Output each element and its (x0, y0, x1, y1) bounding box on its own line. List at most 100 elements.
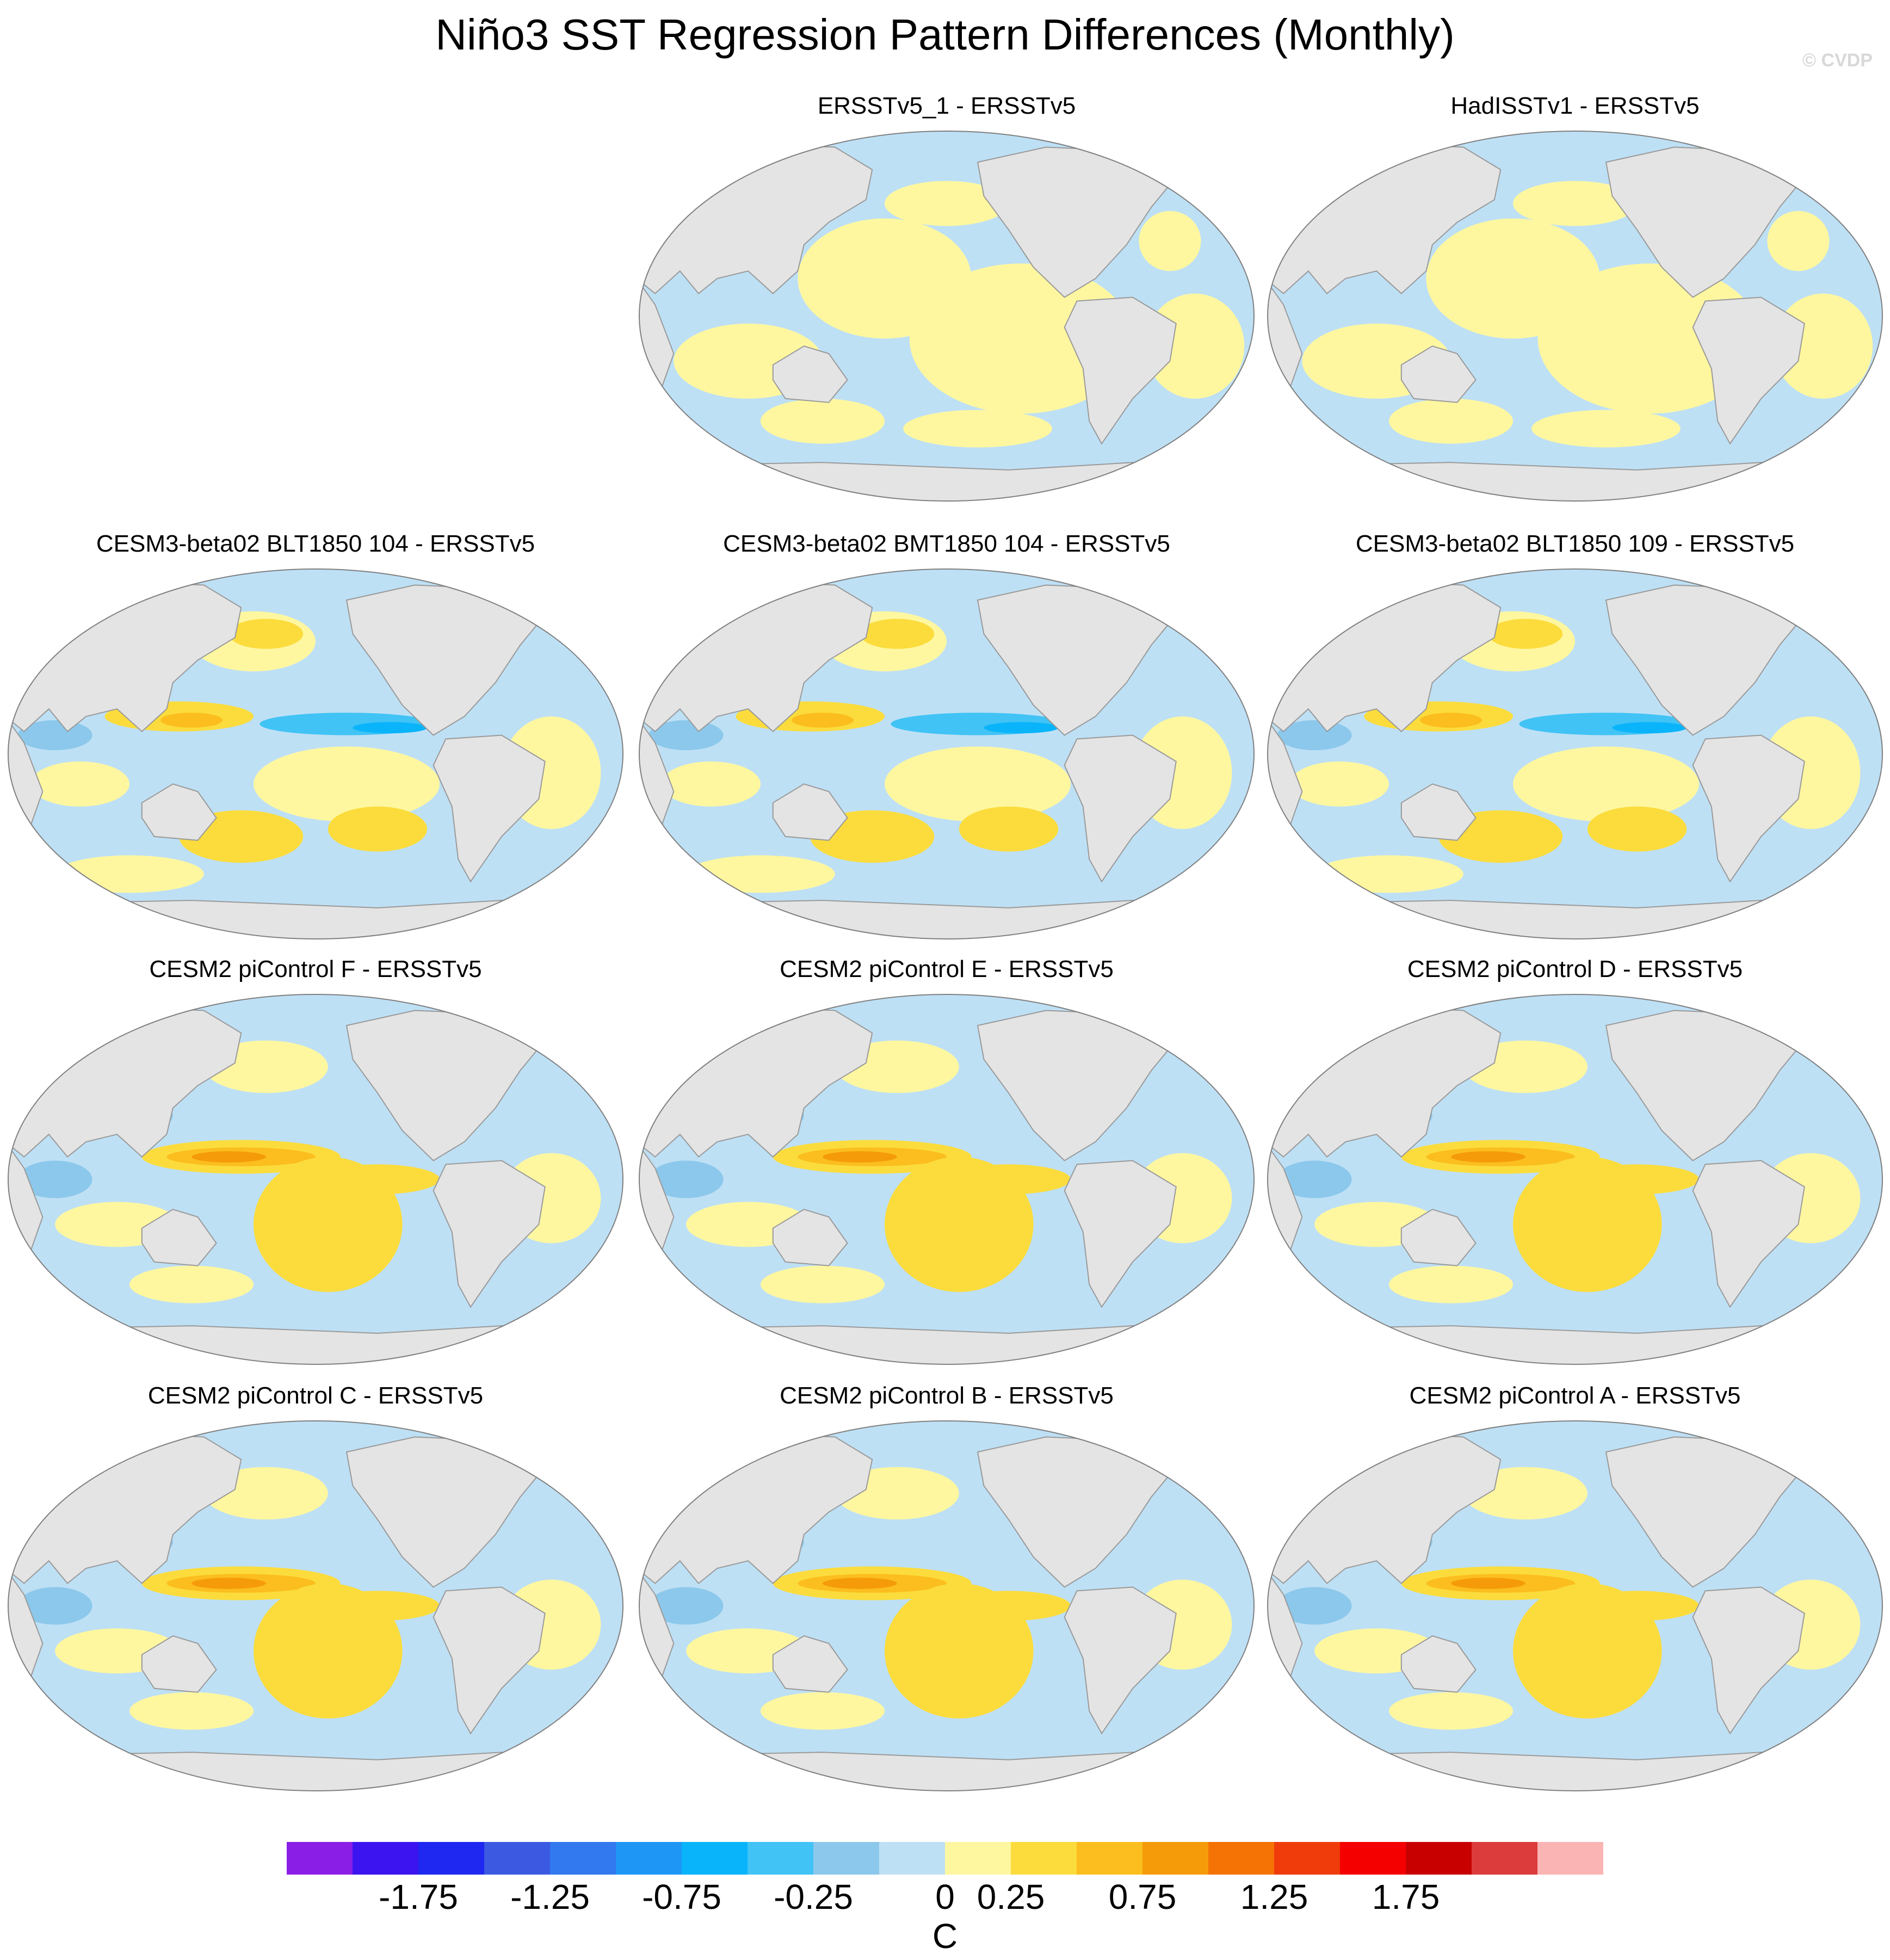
copyright-watermark: © CVDP (1802, 50, 1873, 71)
panel-title: HadISSTv1 - ERSSTv5 (1450, 92, 1700, 119)
map-border (1267, 131, 1883, 502)
land-south-america (1692, 734, 1805, 883)
sst-anomaly-patch (30, 761, 129, 807)
land-south-america (1692, 1586, 1805, 1735)
map-plot (639, 131, 1255, 502)
map-border (639, 568, 1255, 939)
land-antarctica (639, 1752, 1254, 1791)
map-plot (1267, 568, 1883, 939)
land-europe (1860, 1013, 1882, 1121)
colorbar-tick-label: 1.25 (1240, 1877, 1308, 1916)
land-europe (1231, 588, 1254, 696)
land-greenland (1157, 573, 1214, 620)
colorbar-swatch (418, 1842, 484, 1875)
sst-anomaly-patch (1488, 619, 1563, 649)
map-plot (639, 994, 1255, 1365)
land-australia (141, 1635, 217, 1693)
colorbar-swatch (1340, 1842, 1406, 1875)
map-content (639, 131, 1254, 501)
colorbar-swatch (1537, 1842, 1603, 1875)
sst-anomaly-patch (885, 181, 1009, 226)
colorbar-units: C (932, 1916, 958, 1956)
map-border (8, 994, 623, 1365)
sst-anomaly-patch (228, 619, 304, 649)
sst-anomaly-patch (129, 1692, 254, 1730)
map-panel-1: HadISSTv1 - ERSSTv5 (1265, 92, 1885, 506)
panel-title: CESM3-beta02 BMT1850 104 - ERSSTv5 (723, 530, 1170, 557)
sst-anomaly-patch (984, 722, 1059, 734)
map-content (1268, 131, 1882, 501)
colorbar-swatch (945, 1842, 1011, 1875)
land-greenland (1785, 1425, 1843, 1471)
panel-title: CESM2 piControl F - ERSSTv5 (149, 956, 482, 982)
land-australia (1400, 1635, 1477, 1693)
colorbar-tick-label: 0.75 (1108, 1877, 1177, 1916)
land-australia (141, 783, 217, 841)
map-border (1267, 568, 1883, 939)
land-south-america (1064, 734, 1177, 883)
land-antarctica (639, 1325, 1254, 1364)
colorbar-swatch (484, 1842, 550, 1875)
sst-anomaly-patch (1420, 713, 1482, 728)
panel-title: CESM3-beta02 BLT1850 109 - ERSSTv5 (1355, 530, 1795, 557)
land-europe (1231, 1013, 1254, 1121)
panel-title: CESM2 piControl B - ERSSTv5 (780, 1382, 1114, 1409)
colorbar-labels: -1.75 -1.25 -0.75 -0.25 0 0.25 0.75 1.25 1.75 (0, 1877, 1890, 1920)
land-europe (1231, 1440, 1254, 1548)
panel-title: CESM2 piControl A - ERSSTv5 (1409, 1382, 1741, 1409)
sst-anomaly-patch (1451, 1578, 1525, 1589)
sst-anomaly-patch (1389, 398, 1513, 444)
land-greenland (1785, 998, 1843, 1045)
sst-anomaly-patch (947, 1591, 1071, 1621)
map-panel-6: CESM2 piControl E - ERSSTv5 (637, 956, 1257, 1369)
map-panel-5: CESM2 piControl F - ERSSTv5 (5, 956, 626, 1369)
sst-anomaly-patch (1277, 720, 1352, 751)
land-south-america (433, 1586, 546, 1735)
land-south-america (1064, 296, 1177, 445)
map-plot (1267, 994, 1883, 1365)
colorbar-swatch (682, 1842, 748, 1875)
land-australia (1400, 1209, 1477, 1266)
map-panel-2: CESM3-beta02 BLT1850 104 - ERSSTv5 (5, 530, 626, 944)
sst-anomaly-patch (885, 746, 1071, 822)
land-antarctica (639, 900, 1254, 939)
sst-anomaly-patch (1575, 1164, 1699, 1195)
sst-anomaly-patch (648, 720, 724, 751)
colorbar-swatch (1274, 1842, 1340, 1875)
sst-anomaly-patch (1389, 1692, 1513, 1730)
sst-anomaly-patch (823, 1578, 897, 1589)
land-antarctica (8, 1752, 623, 1791)
sst-anomaly-patch (661, 761, 761, 807)
map-plot (639, 1420, 1255, 1791)
sst-anomaly-patch (192, 1151, 266, 1163)
map-plot (1267, 131, 1883, 502)
colorbar-tick-label: 0.25 (977, 1877, 1045, 1916)
land-greenland (526, 573, 583, 620)
land-australia (1400, 345, 1477, 403)
colorbar-swatch (748, 1842, 813, 1875)
land-antarctica (1268, 1752, 1882, 1791)
land-greenland (1785, 573, 1843, 620)
map-content (639, 994, 1254, 1364)
sst-anomaly-patch (1289, 761, 1389, 807)
sst-anomaly-patch (129, 1265, 254, 1303)
map-plot (639, 568, 1255, 939)
land-greenland (1157, 1425, 1214, 1471)
panel-title: CESM2 piControl D - ERSSTv5 (1407, 956, 1743, 982)
sst-anomaly-patch (860, 619, 935, 649)
land-europe (600, 588, 623, 696)
land-antarctica (1268, 462, 1882, 501)
land-australia (772, 783, 848, 841)
sst-anomaly-patch (903, 410, 1052, 448)
colorbar-tick-label: 0 (935, 1877, 955, 1916)
colorbar-swatch (879, 1842, 945, 1875)
sst-anomaly-patch (17, 720, 92, 751)
land-south-america (1064, 1586, 1177, 1735)
map-panel-4: CESM3-beta02 BLT1850 109 - ERSSTv5 (1265, 530, 1885, 944)
sst-anomaly-patch (1513, 181, 1637, 226)
map-border (1267, 1420, 1883, 1791)
colorbar-swatch (1406, 1842, 1472, 1875)
sst-anomaly-patch (328, 806, 428, 852)
sst-anomaly-patch (947, 1164, 1071, 1195)
land-europe (600, 1013, 623, 1121)
